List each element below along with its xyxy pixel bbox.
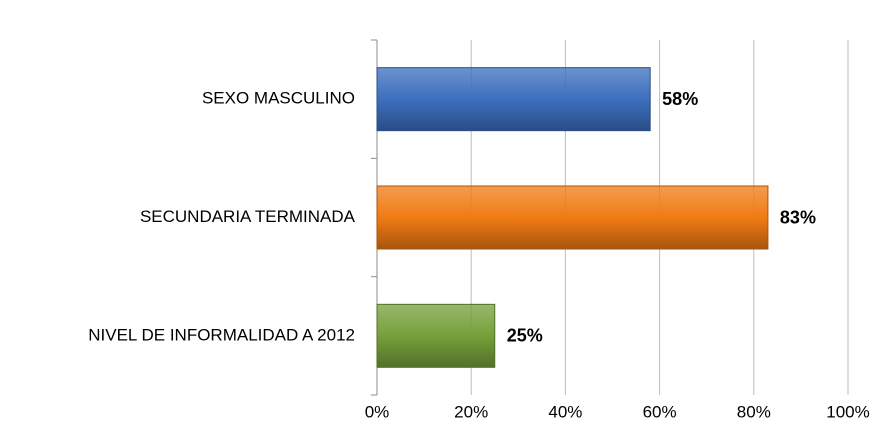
x-tick-label: 20% [454, 402, 488, 421]
y-tick-label: SEXO MASCULINO [202, 89, 355, 108]
data-label: 83% [780, 207, 816, 227]
data-label: 25% [507, 326, 543, 346]
x-tick-label: 40% [548, 402, 582, 421]
data-label: 58% [662, 89, 698, 109]
bar [376, 185, 769, 250]
bar [376, 67, 651, 132]
x-tick-label: 0% [365, 402, 390, 421]
x-tick-label: 80% [737, 402, 771, 421]
y-tick-label: SECUNDARIA TERMINADA [140, 207, 356, 226]
x-tick-label: 100% [826, 402, 869, 421]
x-tick-label: 60% [643, 402, 677, 421]
y-tick-label: NIVEL DE INFORMALIDAD A 2012 [88, 325, 355, 344]
bar [376, 303, 496, 368]
